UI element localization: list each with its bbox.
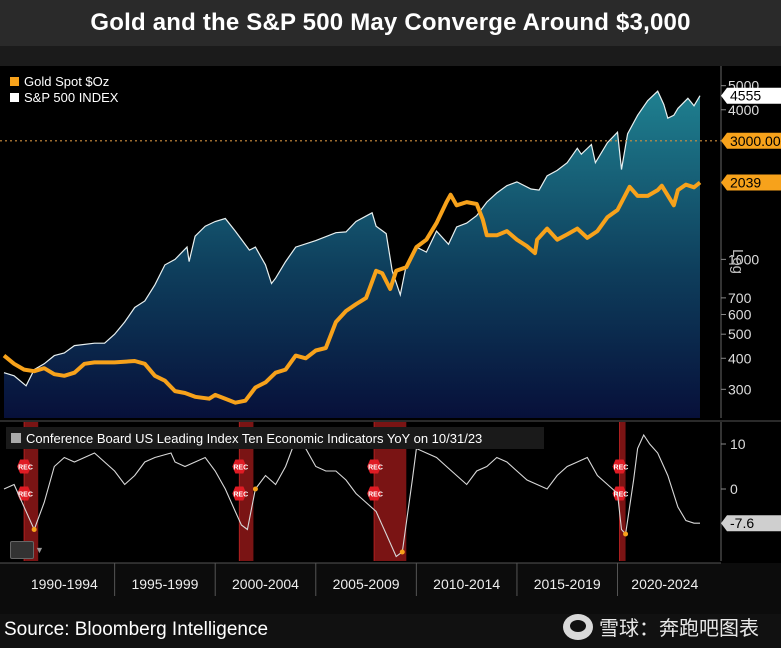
legend-bg: [6, 71, 132, 109]
top-y-tick-label: 400: [728, 350, 752, 366]
recession-marker: REC: [17, 486, 33, 501]
top-y-tick-label: 1000: [728, 251, 759, 267]
leading-last-tag-label: -7.6: [730, 515, 754, 531]
watermark-logo-icon: [563, 613, 593, 640]
gold-line: [2, 180, 702, 405]
recession-marker-shape: [232, 459, 247, 474]
recession-trough-dot: [31, 527, 37, 532]
leading-last-tag: -7.6: [721, 515, 781, 532]
x-axis-period-label: 1995-1999: [131, 576, 198, 592]
recession-marker-shape: [232, 486, 247, 501]
recession-band: [24, 422, 39, 561]
log-scale-label: Log: [729, 249, 746, 274]
recession-marker-label: REC: [233, 465, 248, 472]
top-y-tick-label: 700: [728, 290, 752, 306]
recession-trough-dot: [252, 486, 258, 492]
reference-value-tag-label: 3000.00: [730, 133, 781, 149]
gold-last-tag: 2039: [721, 174, 781, 191]
chart: 300400500600700100040005000Log3000.00203…: [0, 66, 781, 614]
x-axis-period-label: 2005-2009: [333, 576, 400, 592]
legend-sp500-swatch: [10, 93, 19, 102]
recession-marker-label: REC: [18, 492, 33, 499]
sp500-last-tag-label: 4555: [730, 88, 761, 104]
chevron-down-icon[interactable]: ▼: [35, 545, 44, 555]
x-axis-bg: [0, 563, 781, 614]
top-plot: [0, 90, 722, 418]
leading-index-line: [3, 433, 700, 558]
chart-tool-icon[interactable]: [10, 541, 34, 559]
recession-marker: REC: [232, 459, 248, 474]
recession-marker-shape: [367, 486, 382, 501]
recession-marker-shape: [367, 459, 382, 474]
x-axis-period-label: 2020-2024: [631, 576, 698, 592]
recession-marker: REC: [612, 459, 629, 474]
bottom-y-tick-label: 10: [730, 436, 746, 452]
top-y-tick-label: 300: [728, 381, 752, 397]
recession-marker-label: REC: [18, 465, 33, 472]
top-y-tick-label: 4000: [728, 102, 759, 118]
recession-marker: REC: [367, 459, 383, 474]
recession-marker-label: REC: [368, 465, 383, 472]
legend-sp500-label: S&P 500 INDEX: [24, 90, 119, 105]
recession-trough-dot: [623, 531, 629, 537]
recession-marker: REC: [612, 486, 629, 501]
recession-marker-shape: [17, 486, 32, 501]
title-gap: [0, 46, 781, 66]
title-bar: Gold and the S&P 500 May Converge Around…: [0, 0, 781, 46]
legend-gold-swatch: [10, 77, 19, 86]
recession-marker: REC: [232, 486, 248, 501]
legend-gold-label: Gold Spot $Oz: [24, 74, 109, 89]
recession-marker: REC: [17, 459, 33, 474]
recession-marker-label: REC: [233, 492, 248, 499]
recession-marker-shape: [17, 459, 32, 474]
x-axis-period-label: 2015-2019: [534, 576, 601, 592]
x-axis-period-label: 1990-1994: [31, 576, 98, 592]
x-axis: 1990-1994 1995-1999 2000-2004 2005-2009 2010…: [0, 562, 781, 614]
gold-last-tag-label: 2039: [730, 174, 761, 190]
footer: [0, 614, 781, 648]
top-y-tick-label: 600: [728, 307, 752, 323]
top-y-tick-label: 500: [728, 326, 752, 342]
bottom-legend-swatch: [11, 433, 21, 443]
x-axis-period-label: 2010-2014: [433, 576, 500, 592]
watermark-text: 雪球：奔跑吧图表: [599, 616, 759, 640]
sp500-last-tag-bg: [721, 87, 781, 104]
sp500-area: [4, 91, 700, 418]
sp500-last-tag: 4555: [721, 87, 781, 104]
bottom-axis: 10 0 -7.6: [720, 422, 781, 561]
recession-marker-label: REC: [614, 492, 629, 499]
bottom-legend-bg: [6, 427, 544, 449]
leading-last-tag-bg: [721, 515, 781, 532]
bottom-legend-label: Conference Board US Leading Index Ten Ec…: [26, 431, 482, 446]
gold-last-tag-bg: [721, 174, 781, 191]
watermark: 雪球：奔跑吧图表: [563, 612, 759, 641]
source-note: Source: Bloomberg Intelligence: [4, 619, 269, 640]
top-axis: 300400500600700100040005000Log3000.00203…: [720, 66, 781, 418]
reference-value-tag-bg: [721, 132, 781, 149]
x-axis-period-label: 2000-2004: [232, 576, 299, 592]
bottom-y-tick-label: 0: [730, 481, 738, 497]
chart-title: Gold and the S&P 500 May Converge Around…: [90, 9, 691, 36]
recession-trough-dot: [399, 549, 405, 555]
recession-marker: REC: [367, 486, 383, 501]
recession-marker-shape: [612, 459, 627, 474]
recession-marker-label: REC: [368, 492, 383, 499]
sp500-line: [3, 90, 701, 387]
recession-marker-label: REC: [614, 465, 629, 472]
top-legend: Gold Spot $OzS&P 500 INDEX: [6, 71, 132, 109]
reference-value-tag: 3000.00: [721, 132, 781, 149]
bottom-plot: REC REC REC REC REC REC REC REC Conference Board…: [3, 422, 700, 561]
recession-marker-shape: [612, 486, 627, 501]
